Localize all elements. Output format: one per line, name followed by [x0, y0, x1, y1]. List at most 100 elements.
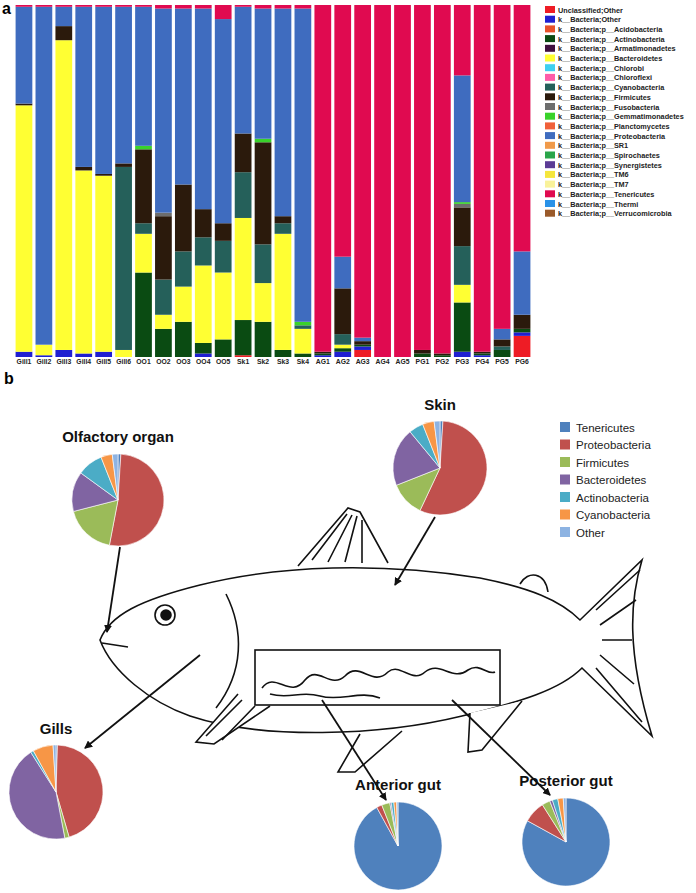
bar-segment — [155, 315, 172, 329]
legend-swatch — [545, 25, 555, 32]
pie — [72, 454, 164, 546]
legend-label: k__Bacteria;Other — [558, 15, 621, 24]
bar-segment — [36, 7, 53, 345]
pie — [522, 798, 610, 886]
bar-segment — [155, 5, 172, 6]
bar-segment — [514, 5, 531, 6]
legend-swatch — [545, 45, 555, 52]
bar-segment — [215, 241, 232, 273]
bar-segment — [354, 338, 371, 342]
bar-segment — [215, 5, 232, 6]
bar-segment — [414, 353, 431, 357]
bar-segment — [514, 315, 531, 329]
bar-segment — [314, 5, 331, 6]
legend-label: k__Bacteria;p__Thermi — [558, 200, 638, 209]
bar-segment — [95, 5, 112, 7]
bar-segment — [95, 5, 112, 6]
category-label: Sk1 — [237, 358, 249, 365]
legend-swatch — [545, 181, 555, 188]
bar-segment — [195, 5, 212, 9]
bar-segment — [155, 329, 172, 357]
pie — [393, 421, 487, 515]
bar-segment — [95, 5, 112, 6]
bar-segment — [454, 5, 471, 75]
bar-segment — [275, 5, 292, 6]
bar-segment — [135, 5, 152, 6]
bar-segment — [75, 5, 92, 6]
bar-segment — [215, 5, 232, 19]
bar-segment — [195, 5, 212, 6]
legend-swatch — [560, 422, 570, 432]
bar-segment — [135, 149, 152, 223]
pie-chart: bOlfactory organSkinGillsAnterior gutPos… — [4, 370, 652, 890]
pie-slice — [390, 803, 398, 846]
category-label: OO3 — [176, 358, 191, 365]
bar-segment — [16, 5, 33, 6]
bar-segment — [55, 5, 72, 7]
legend: Unclassified;Otherk__Bacteria;Other k__Ba… — [545, 6, 684, 219]
bar-segment — [474, 5, 491, 352]
legend-label: Unclassified;Other — [558, 6, 623, 15]
legend-swatch — [545, 16, 555, 23]
legend-label: k__Bacteria;p__Cyanobacteria — [558, 83, 665, 92]
bar-segment — [295, 353, 312, 357]
bar-segment — [514, 251, 531, 314]
bar-segment — [115, 163, 132, 167]
legend-label: k__Bacteria;p__Armatimonadetes — [558, 44, 676, 53]
bar-segment — [155, 5, 172, 9]
legend-swatch — [560, 457, 570, 467]
bar-segment — [494, 5, 511, 329]
bar-segment — [295, 9, 312, 322]
bar-segment — [16, 352, 33, 357]
bar-segment — [235, 133, 252, 172]
bar-segment — [295, 5, 312, 9]
bar-segment — [135, 146, 152, 150]
legend-label: Other — [576, 527, 605, 539]
legend-swatch — [545, 35, 555, 42]
pie-slice — [397, 802, 398, 846]
legend-label: k__Bacteria;p__Chloroflexi — [558, 73, 652, 82]
legend-swatch — [545, 161, 555, 168]
legend-swatch — [560, 527, 570, 537]
bar-segment — [115, 167, 132, 350]
bar-segment — [215, 339, 232, 357]
legend-label: k__Bacteria;p__TM7 — [558, 180, 629, 189]
bar-segment — [195, 237, 212, 265]
category-label: PG6 — [515, 358, 529, 365]
pie-title: Gills — [40, 720, 73, 737]
pie-title: Skin — [424, 396, 456, 413]
bar-segment — [255, 283, 272, 322]
category-label: AG2 — [336, 358, 350, 365]
bar-segment — [275, 5, 292, 6]
bar-segment — [75, 5, 92, 7]
bar-segment — [55, 5, 72, 6]
bar-segment — [354, 345, 371, 347]
bar-segment — [334, 352, 351, 357]
bar-segment — [255, 5, 272, 6]
bar-segment — [454, 5, 471, 6]
bar-segment — [195, 265, 212, 342]
bar-segment — [434, 5, 451, 353]
category-label: Sk2 — [257, 358, 269, 365]
bar-segment — [334, 5, 351, 6]
bar-segment — [235, 5, 252, 6]
bar-segment — [394, 5, 411, 6]
legend-label: k__Bacteria;p__Spirochaetes — [558, 151, 660, 160]
bar-segment — [235, 5, 252, 7]
bar-segment — [16, 5, 33, 6]
legend-swatch — [545, 142, 555, 149]
bar-segment — [275, 5, 292, 9]
panel-label: b — [4, 370, 14, 387]
legend-label: k__Bacteria;p__Synergistetes — [558, 161, 662, 170]
legend-label: Cyanobacteria — [576, 509, 651, 521]
bar-segment — [75, 353, 92, 357]
bar-segment — [55, 40, 72, 350]
legend-label: k__Bacteria;p__Firmicutes — [558, 93, 651, 102]
category-label: Gill1 — [17, 358, 32, 365]
legend-swatch — [545, 103, 555, 110]
bar-segment — [255, 9, 272, 139]
bar-segment — [135, 5, 152, 7]
bar-segment — [334, 334, 351, 345]
bar-segment — [115, 350, 132, 357]
bar-segment — [374, 5, 391, 357]
